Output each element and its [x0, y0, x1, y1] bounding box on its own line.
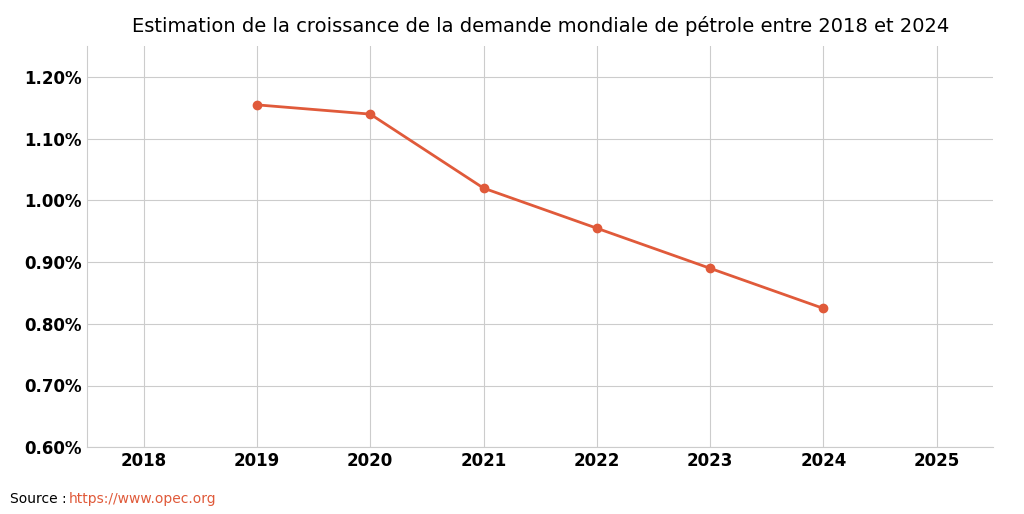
Title: Estimation de la croissance de la demande mondiale de pétrole entre 2018 et 2024: Estimation de la croissance de la demand… — [131, 16, 949, 36]
Text: https://www.opec.org: https://www.opec.org — [69, 492, 216, 506]
Text: Source :: Source : — [10, 492, 72, 506]
